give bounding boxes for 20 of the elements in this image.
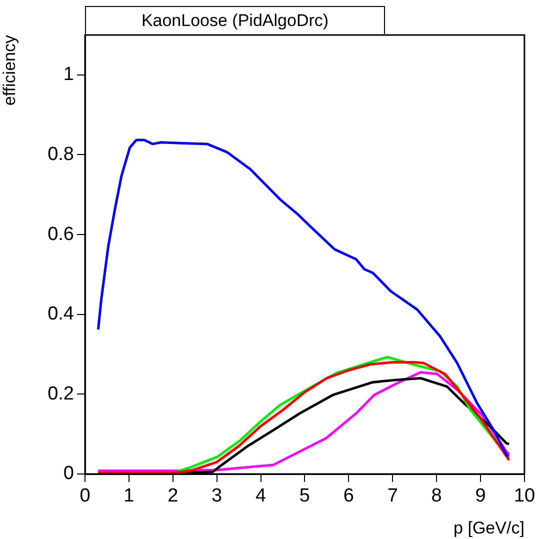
x-tick-label: 2 (168, 486, 178, 507)
x-tick-label: 5 (299, 486, 310, 507)
y-tick-label: 0.8 (48, 144, 74, 165)
y-tick-label: 0 (63, 463, 74, 484)
x-tick-label: 9 (475, 486, 486, 507)
x-tick-label: 1 (124, 486, 134, 507)
x-tick-label: 7 (387, 486, 398, 507)
x-tick-label: 10 (514, 486, 536, 507)
x-tick-label: 4 (255, 486, 266, 507)
x-tick-label: 3 (212, 486, 222, 507)
x-tick-label: 8 (431, 486, 442, 507)
y-axis-title: efficiency (0, 34, 19, 106)
chart-title: KaonLoose (PidAlgoDrc) (85, 6, 385, 34)
x-axis-title: p [GeV/c] (454, 518, 524, 538)
y-tick-label: 0.2 (48, 383, 74, 404)
x-tick-label: 6 (343, 486, 354, 507)
y-tick-label: 0.6 (48, 224, 74, 245)
x-tick-label: 0 (80, 486, 90, 507)
y-tick-label: 0.4 (48, 304, 74, 325)
y-tick-label: 1 (63, 64, 74, 86)
